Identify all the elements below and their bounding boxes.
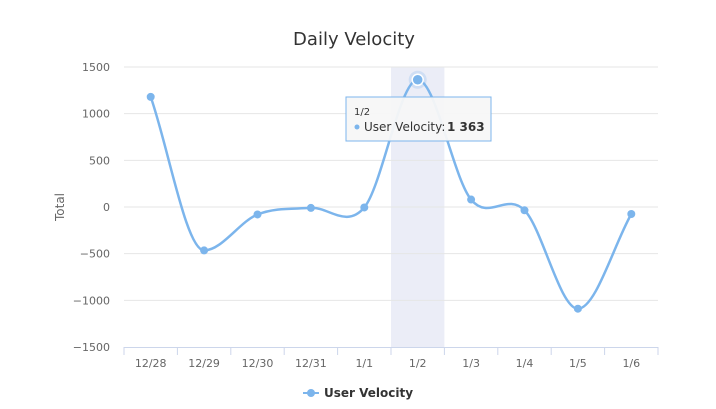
data-point[interactable] [627,210,636,218]
data-point[interactable] [200,246,209,255]
legend[interactable]: User Velocity [303,386,413,400]
chart-title: Daily Velocity [293,29,415,50]
y-tick-label: 0 [103,201,110,214]
tooltip-value: 1 363 [447,120,485,134]
legend-item-user-velocity[interactable]: User Velocity [324,386,413,400]
y-axis-ticks: 1500 1000 500 0 −500 −1000 −1500 [73,61,110,354]
data-point[interactable] [360,203,369,212]
data-point[interactable] [253,210,262,219]
legend-symbol-marker [307,389,315,397]
data-point[interactable] [306,203,315,212]
x-tick-label: 1/3 [462,357,480,370]
data-points [146,70,636,313]
data-point[interactable] [146,92,155,101]
x-tick-label: 1/6 [622,357,640,370]
data-point[interactable] [467,195,476,204]
tooltip-series-marker [354,124,360,130]
x-tick-label: 1/5 [569,357,587,370]
y-tick-label: 500 [89,154,110,167]
tooltip-header: 1/2 [354,107,370,118]
y-tick-label: −1000 [73,294,110,307]
x-tick-label: 1/1 [355,357,373,370]
y-tick-label: −1500 [73,341,110,354]
y-tick-label: 1500 [82,61,110,74]
x-tick-label: 12/28 [135,357,167,370]
x-tick-label: 12/31 [295,357,327,370]
data-point[interactable] [520,206,529,215]
x-axis-ticks: 12/28 12/29 12/30 12/31 1/1 1/2 1/3 1/4 1/5 1/6 [123,347,659,370]
x-tick-label: 1/2 [409,357,427,370]
tooltip-box [345,96,492,142]
x-tick-label: 12/30 [242,357,274,370]
x-tick-label: 12/29 [188,357,220,370]
data-point[interactable] [411,73,424,87]
tooltip-series-label: User Velocity: [364,120,445,134]
x-tick-label: 1/4 [516,357,534,370]
tooltip: 1/2 User Velocity: 1 363 [345,96,492,142]
y-tick-label: 1000 [82,108,110,121]
y-axis-title: Total [53,193,67,222]
y-tick-label: −500 [80,248,110,261]
data-point[interactable] [573,304,582,313]
